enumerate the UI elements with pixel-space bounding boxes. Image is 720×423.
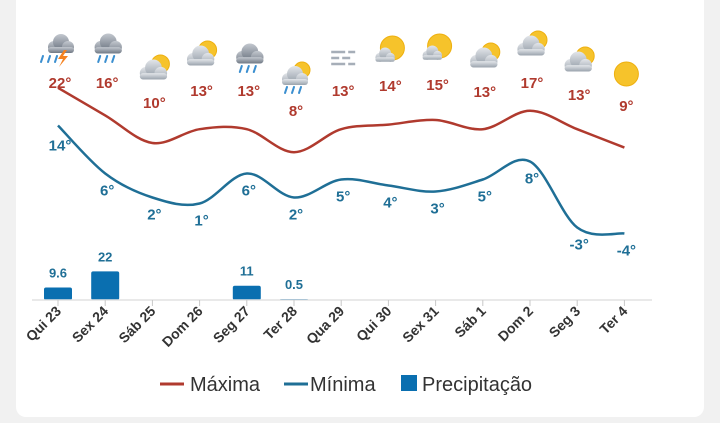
partly-cloudy-icon (187, 40, 218, 66)
forecast-card: 22° 16° 10° 13° 13° 8° 13° 14° 15° 13° 17° 13° 9° 14°… (16, 0, 704, 417)
precip-bar (232, 285, 261, 300)
min-temp-label: 8° (525, 171, 539, 188)
day-label: Dom 26 (159, 303, 206, 350)
partly-cloudy-icon (139, 54, 170, 80)
max-temp-label: 14° (379, 78, 402, 95)
legend-min-label: Mínima (310, 374, 376, 396)
sunny-icon (613, 61, 639, 87)
max-temp-label: 13° (237, 83, 260, 100)
min-temp-label: -3° (570, 237, 589, 254)
legend-precip-label: Precipitação (422, 374, 532, 396)
legend: Máxima Mínima Precipitação (160, 374, 532, 396)
max-temp-label: 8° (289, 103, 303, 120)
precip-value-label: 11 (240, 264, 254, 279)
legend-precip-swatch (401, 375, 417, 391)
max-temp-label: 15° (426, 77, 449, 94)
min-temp-label: 14° (49, 138, 72, 155)
max-temp-label: 13° (473, 84, 496, 101)
rain-partly-sunny-icon (282, 61, 311, 94)
min-temp-label: 6° (242, 183, 256, 200)
precip-bar (91, 271, 120, 300)
mostly-sunny-icon (375, 35, 405, 62)
rain-icon (236, 43, 264, 73)
min-temp-label: 4° (383, 195, 397, 212)
precip-value-label: 0.5 (285, 277, 303, 292)
precip-bar (44, 287, 72, 300)
day-label: Ter 28 (260, 303, 300, 343)
day-label: Qua 29 (303, 303, 347, 347)
day-label: Dom 2 (495, 303, 537, 345)
day-label: Qui 30 (353, 303, 395, 345)
min-temp-label: 1° (194, 213, 208, 230)
forecast-chart: 22° 16° 10° 13° 13° 8° 13° 14° 15° 13° 17° 13° 9° 14°… (23, 30, 652, 396)
max-temp-label: 13° (332, 83, 355, 100)
day-label: Sex 24 (69, 303, 112, 346)
min-temp-label: 5° (478, 189, 492, 206)
thunderstorm-icon (40, 34, 74, 67)
partly-cloudy-icon (470, 42, 501, 68)
max-temp-label: 17° (521, 75, 544, 92)
precip-value-label: 9.6 (49, 266, 67, 281)
rain-icon (94, 33, 122, 63)
max-temp-label: 13° (568, 87, 591, 104)
day-label: Seg 3 (546, 303, 584, 341)
max-temp-line (57, 86, 625, 154)
day-label: Ter 4 (596, 303, 630, 337)
day-label: Sáb 25 (115, 303, 158, 346)
max-temp-label: 9° (619, 98, 633, 115)
max-temp-label: 16° (96, 75, 119, 92)
day-label: Qui 23 (23, 303, 65, 345)
min-temp-line (57, 124, 625, 236)
partly-cloudy-icon (564, 46, 595, 72)
day-label: Sex 31 (399, 303, 442, 346)
mostly-sunny-icon (422, 33, 453, 60)
min-temp-label: 6° (100, 183, 114, 200)
partly-cloudy-icon (517, 30, 548, 56)
min-temp-label: 3° (430, 201, 444, 218)
max-temp-label: 22° (49, 75, 72, 92)
fog-icon (331, 50, 356, 66)
max-temp-label: 10° (143, 95, 166, 112)
min-temp-label: 5° (336, 189, 350, 206)
min-temp-label: 2° (289, 207, 303, 224)
day-label: Seg 27 (210, 303, 253, 346)
max-temp-label: 13° (190, 83, 213, 100)
legend-max-label: Máxima (190, 374, 261, 396)
min-temp-label: -4° (617, 243, 636, 260)
precip-value-label: 22 (98, 249, 112, 264)
min-temp-label: 2° (147, 207, 161, 224)
day-label: Sáb 1 (451, 303, 489, 341)
